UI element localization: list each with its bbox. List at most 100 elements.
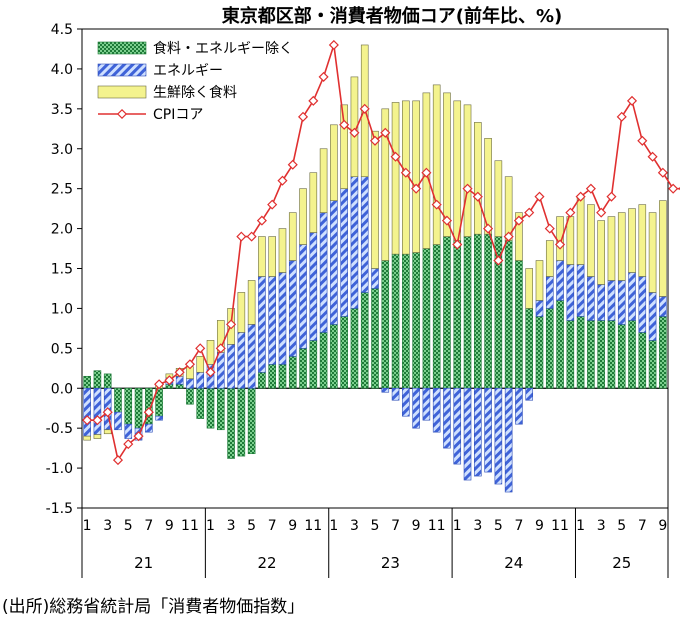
bar-segment-energy — [114, 411, 122, 431]
month-tick-label: 1 — [83, 518, 92, 534]
cpi-core-marker — [164, 375, 175, 386]
bar-segment-food — [330, 124, 338, 201]
bar-segment-food — [391, 102, 400, 255]
bar-segment-core — [391, 253, 400, 389]
y-tick-label: 1.0 — [51, 301, 73, 317]
bar-segment-core — [515, 260, 523, 389]
bar-segment-food — [432, 84, 441, 245]
bar-segment-food — [617, 212, 626, 281]
bar-segment-food — [504, 176, 513, 241]
bar-segment-core — [114, 387, 122, 413]
month-tick-label: 7 — [638, 518, 647, 534]
bar-segment-core — [134, 387, 143, 429]
bar-segment-core — [638, 332, 647, 389]
year-label: 25 — [612, 554, 631, 572]
bar-segment-food — [83, 435, 91, 441]
bar-segment-food — [237, 292, 246, 333]
bar-segment-energy — [453, 387, 462, 465]
cpi-core-marker — [359, 103, 370, 114]
y-tick-label: -1.5 — [46, 501, 73, 517]
bar-segment-core — [402, 253, 410, 389]
cpi-core-marker — [431, 199, 442, 210]
y-axis: 4.5 4.0 3.5 3.0 2.5 2.0 1.5 1.0 0.5 0.0 -0.5 -1.0 -1… — [46, 22, 82, 517]
cpi-core-marker — [421, 167, 432, 178]
cpi-core-marker — [616, 111, 627, 122]
year-label: 21 — [134, 554, 153, 572]
cpi-core-marker — [668, 183, 679, 194]
bar-segment-core — [288, 356, 297, 389]
month-tick-label: 3 — [103, 518, 112, 534]
bar-segment-energy — [258, 276, 266, 373]
cpi-core-marker — [246, 231, 257, 242]
month-tick-label: 5 — [124, 518, 133, 534]
bar-segment-core — [597, 320, 605, 389]
bar-segment-energy — [607, 280, 616, 321]
legend-label: エネルギー — [153, 63, 223, 79]
bar-segment-food — [494, 160, 503, 237]
bar-segment-energy — [93, 387, 102, 435]
bar-segment-core — [268, 363, 276, 389]
y-tick-label: 3.0 — [51, 142, 73, 158]
cpi-core-marker — [657, 167, 668, 178]
cpi-core-marker — [493, 255, 504, 266]
bar-segment-energy — [422, 387, 431, 421]
bar-segment-core — [258, 371, 266, 389]
cpi-core-marker — [174, 367, 185, 378]
bar-segment-food — [525, 268, 534, 309]
cpi-core-marker — [606, 191, 617, 202]
bar-segment-core — [319, 332, 328, 389]
bar-segment-food — [648, 212, 657, 293]
bar-segment-energy — [463, 387, 472, 481]
bar-segment-food — [278, 228, 287, 273]
y-tick-label: 2.5 — [51, 182, 73, 198]
cpi-core-marker — [462, 183, 473, 194]
month-tick-label: 5 — [494, 518, 503, 534]
bar-segment-food — [659, 200, 667, 297]
bar-segment-core — [237, 387, 246, 457]
year-label: 23 — [381, 554, 400, 572]
bar-segment-core — [350, 308, 359, 389]
bar-segment-energy — [237, 332, 246, 389]
legend-swatch — [97, 41, 147, 55]
cpi-core-marker — [483, 223, 494, 234]
bar-segment-core — [360, 292, 369, 389]
cpi-core-marker — [102, 407, 113, 418]
bar-segment-food — [463, 104, 472, 237]
y-tick-label: -0.5 — [46, 421, 73, 437]
bar-segment-energy — [494, 387, 503, 485]
bar-segment-core — [525, 308, 534, 389]
bar-segment-core — [432, 244, 441, 389]
year-label: 24 — [504, 554, 523, 572]
bar-segment-food — [196, 356, 205, 373]
bar-segment-core — [83, 375, 91, 389]
bar-segment-energy — [196, 371, 205, 389]
month-tick-label: 7 — [268, 518, 277, 534]
bar-segment-energy — [309, 232, 318, 341]
bar-segment-core — [124, 387, 133, 425]
bar-segment-energy — [319, 212, 328, 333]
month-tick-label: 9 — [535, 518, 544, 534]
bar-segment-energy — [268, 276, 276, 365]
bar-segment-food — [268, 236, 276, 277]
bar-segment-food — [247, 280, 256, 325]
bar-segment-energy — [247, 324, 256, 389]
bar-segment-core — [566, 320, 575, 389]
y-tick-label: 1.5 — [51, 262, 73, 278]
bar-segment-core — [576, 316, 585, 389]
bar-segment-food — [340, 104, 348, 189]
bar-segment-food — [607, 216, 616, 281]
month-tick-label: 3 — [350, 518, 359, 534]
cpi-core-marker — [297, 111, 309, 122]
bar-segment-energy — [216, 352, 225, 389]
cpi-core-marker — [400, 167, 411, 178]
bar-segment-energy — [504, 387, 513, 493]
legend-swatch — [97, 63, 147, 77]
bar-segment-energy — [360, 176, 369, 293]
bar-segment-energy — [638, 276, 647, 333]
y-tick-label: 3.5 — [51, 102, 73, 118]
bar-segment-food — [288, 212, 297, 261]
cpi-core-marker — [184, 359, 195, 370]
bar-segment-core — [381, 260, 390, 389]
month-tick-label: 9 — [288, 518, 297, 534]
